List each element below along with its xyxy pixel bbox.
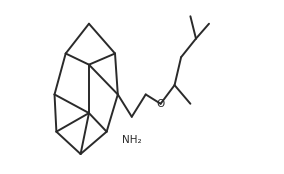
- Text: O: O: [156, 99, 165, 109]
- Text: NH₂: NH₂: [122, 135, 142, 145]
